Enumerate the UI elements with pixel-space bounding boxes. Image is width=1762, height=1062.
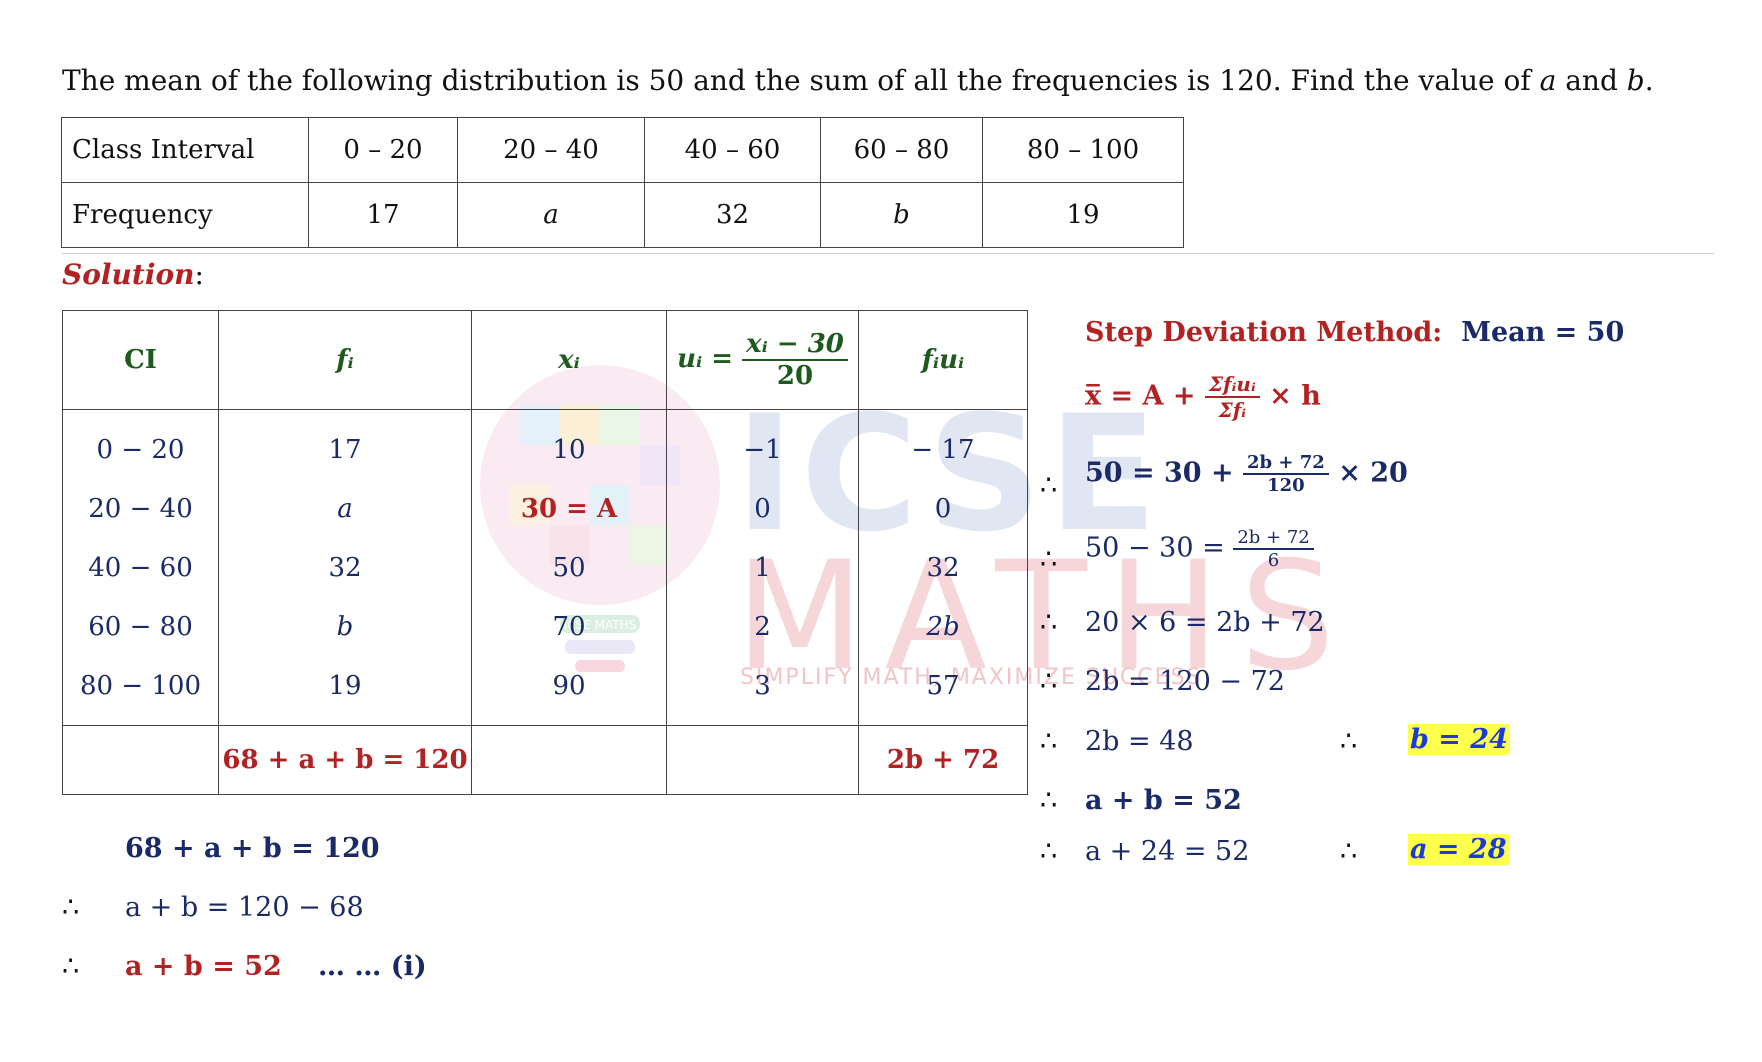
total-fiui: 2b + 72 (858, 725, 1028, 795)
left-step-3: a + b = 52 (125, 951, 282, 982)
total-fi: 68 + a + b = 120 (218, 725, 472, 795)
frequency-cell: 19 (982, 182, 1184, 248)
therefore-icon: ∴ (1040, 785, 1058, 816)
left-step-1: 68 + a + b = 120 (125, 833, 380, 864)
step-2: 50 − 30 = 2b + 72 6 (1085, 527, 1314, 571)
interval-cell: 80 – 100 (982, 117, 1184, 183)
therefore-icon: ∴ (1040, 544, 1058, 575)
header-ui: uᵢ = xᵢ − 30 20 (666, 310, 859, 410)
therefore-icon: ∴ (1040, 726, 1058, 757)
solution-heading: Solution: (62, 258, 204, 291)
interval-cell: 0 – 20 (308, 117, 458, 183)
therefore-icon: ∴ (1040, 470, 1058, 501)
method-heading: Step Deviation Method: Mean = 50 (1085, 317, 1625, 348)
solution-table: CI fᵢ xᵢ uᵢ = xᵢ − 30 20 fᵢuᵢ 0 − 20 17 1… (62, 310, 1028, 795)
therefore-icon: ∴ (62, 951, 80, 982)
equation-reference: … … (i) (318, 951, 427, 982)
mean-formula: x̅ = A + Σfᵢuᵢ Σfᵢ × h (1085, 372, 1321, 422)
therefore-icon: ∴ (1340, 836, 1358, 867)
result-b: b = 24 (1408, 724, 1510, 755)
table-row: 20 − 40 a 30 = A 0 0 (62, 479, 1028, 538)
interval-cell: 40 – 60 (644, 117, 821, 183)
step-6: a + b = 52 (1085, 785, 1242, 816)
interval-cell: 60 – 80 (820, 117, 983, 183)
frequency-cell: b (820, 182, 983, 248)
table-row: 40 − 60 32 50 1 32 (62, 538, 1028, 597)
totals-row: 68 + a + b = 120 2b + 72 (62, 725, 1028, 795)
therefore-icon: ∴ (1040, 607, 1058, 638)
therefore-icon: ∴ (62, 892, 80, 923)
class-interval-label: Class Interval (61, 117, 309, 183)
header-ci: CI (62, 310, 219, 410)
table-row: 0 − 20 17 10 −1 − 17 (62, 409, 1028, 479)
therefore-icon: ∴ (1040, 836, 1058, 867)
table-row: 60 − 80 b 70 2 2b (62, 597, 1028, 656)
frequency-row: Frequency 17 a 32 b 19 (61, 182, 1184, 248)
step-5: 2b = 48 (1085, 726, 1194, 757)
step-1: 50 = 30 + 2b + 72 120 × 20 (1085, 452, 1408, 496)
solution-table-header: CI fᵢ xᵢ uᵢ = xᵢ − 30 20 fᵢuᵢ (62, 310, 1028, 410)
step-3: 20 × 6 = 2b + 72 (1085, 607, 1325, 638)
header-fi: fᵢ (218, 310, 472, 410)
divider (62, 253, 1714, 254)
header-xi: xᵢ (471, 310, 667, 410)
header-fiui: fᵢuᵢ (858, 310, 1028, 410)
table-row: 80 − 100 19 90 3 57 (62, 656, 1028, 726)
question-text: The mean of the following distribution i… (62, 64, 1654, 97)
step-4: 2b = 120 − 72 (1085, 666, 1285, 697)
left-step-2: a + b = 120 − 68 (125, 892, 364, 923)
class-interval-row: Class Interval 0 – 20 20 – 40 40 – 60 60… (61, 117, 1184, 183)
frequency-cell: a (457, 182, 645, 248)
interval-cell: 20 – 40 (457, 117, 645, 183)
step-7: a + 24 = 52 (1085, 836, 1250, 867)
therefore-icon: ∴ (1040, 666, 1058, 697)
frequency-cell: 32 (644, 182, 821, 248)
frequency-label: Frequency (61, 182, 309, 248)
result-a: a = 28 (1408, 834, 1509, 865)
frequency-cell: 17 (308, 182, 458, 248)
question-table: Class Interval 0 – 20 20 – 40 40 – 60 60… (61, 117, 1184, 248)
therefore-icon: ∴ (1340, 726, 1358, 757)
